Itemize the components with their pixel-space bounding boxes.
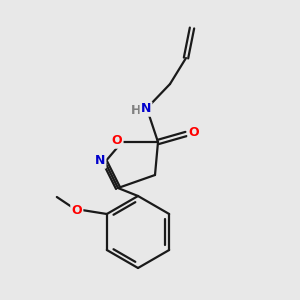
Text: N: N xyxy=(95,154,105,167)
Text: O: O xyxy=(71,203,82,217)
Text: N: N xyxy=(141,103,151,116)
Text: O: O xyxy=(112,134,122,148)
Text: O: O xyxy=(189,127,199,140)
Text: H: H xyxy=(131,103,141,116)
